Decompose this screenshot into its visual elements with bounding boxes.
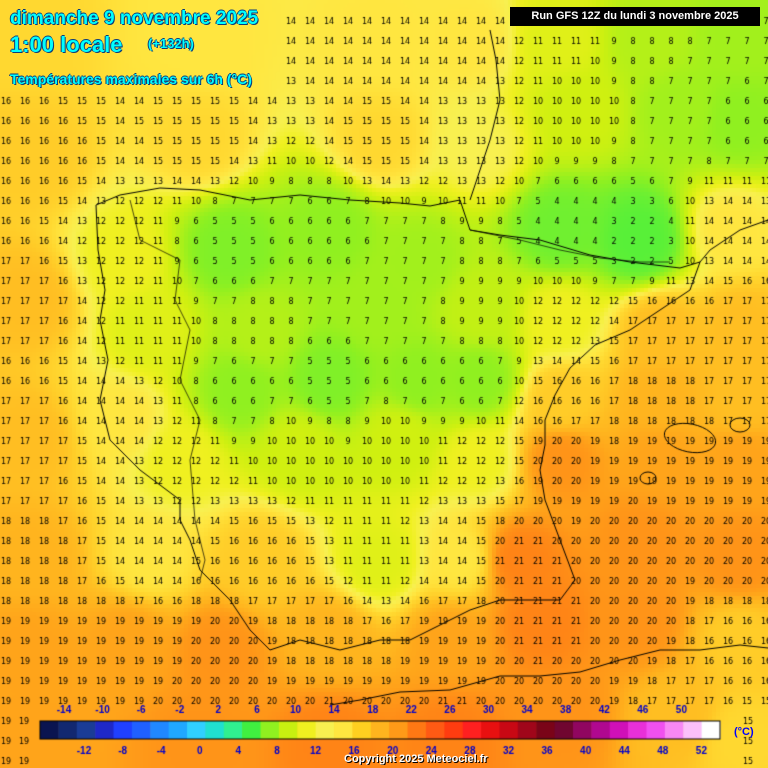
forecast-date: dimanche 9 novembre 2025 [10, 8, 259, 29]
copyright-text: Copyright 2025 Meteociel.fr [344, 753, 488, 765]
forecast-lead-time: (+132h) [148, 36, 194, 51]
model-run-label: Run GFS 12Z du lundi 3 novembre 2025 [510, 7, 760, 26]
variable-title: Températures maximales sur 6h (°C) [10, 71, 252, 87]
legend-unit: (°C) [734, 726, 754, 738]
forecast-time: 1:00 locale [10, 32, 123, 57]
